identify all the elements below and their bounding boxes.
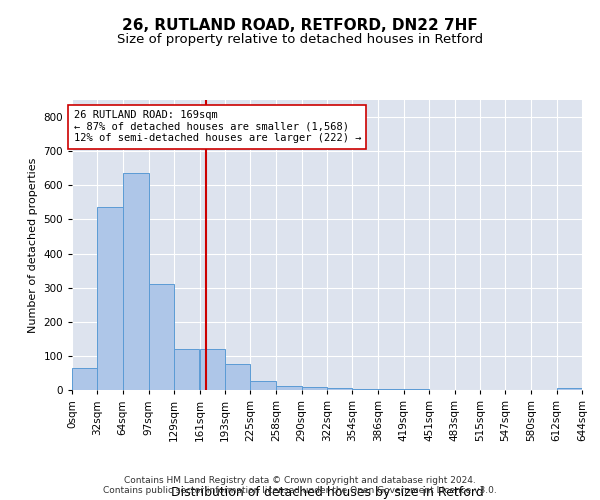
X-axis label: Distribution of detached houses by size in Retford: Distribution of detached houses by size … [170,486,484,498]
Bar [174,349,199,390]
Y-axis label: Number of detached properties: Number of detached properties [28,158,38,332]
Bar [302,386,327,390]
Bar [122,174,149,390]
Bar [225,364,250,390]
Text: Contains HM Land Registry data © Crown copyright and database right 2024.
Contai: Contains HM Land Registry data © Crown c… [103,476,497,495]
Bar [327,388,352,390]
Bar [72,368,97,390]
Bar [250,381,277,390]
Bar [97,208,122,390]
Bar [199,349,225,390]
Bar [149,284,174,390]
Text: 26 RUTLAND ROAD: 169sqm
← 87% of detached houses are smaller (1,568)
12% of semi: 26 RUTLAND ROAD: 169sqm ← 87% of detache… [74,110,361,144]
Text: 26, RUTLAND ROAD, RETFORD, DN22 7HF: 26, RUTLAND ROAD, RETFORD, DN22 7HF [122,18,478,32]
Bar [277,386,302,390]
Text: Size of property relative to detached houses in Retford: Size of property relative to detached ho… [117,32,483,46]
Bar [557,388,582,390]
